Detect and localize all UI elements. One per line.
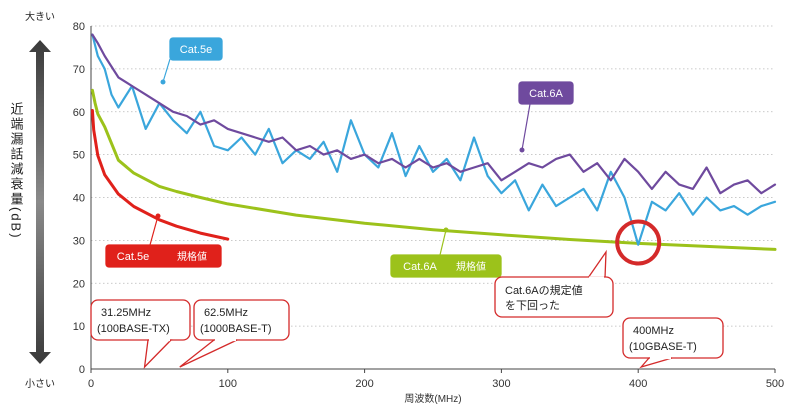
y-tick-label-60: 60 [73, 107, 85, 119]
y-arrow-bottom-label: 小さい [25, 378, 55, 390]
x-tick-label-100: 100 [219, 378, 237, 390]
y-tick-label-80: 80 [73, 21, 85, 33]
freq-callout-line1-0: 31.25MHz [101, 307, 151, 319]
freq-callout-box-1 [193, 299, 290, 341]
cat6a-measured-label-box [518, 81, 574, 105]
cat5e-limit-label-name: Cat.5e [117, 251, 149, 263]
violation-box [494, 276, 614, 318]
cat6a-limit-leader [439, 229, 447, 256]
y-tick-label-70: 70 [73, 64, 85, 76]
x-tick-label-0: 0 [88, 378, 94, 390]
cat6a-limit-label-box [390, 254, 502, 278]
series-line-0 [91, 33, 777, 246]
x-tick-label-200: 200 [355, 378, 373, 390]
y-direction-arrow [29, 40, 51, 364]
y-tick-label-40: 40 [73, 193, 85, 205]
x-tick-label-300: 300 [492, 378, 510, 390]
series-line-3 [90, 109, 230, 241]
cat5e-limit-label-box [105, 244, 222, 268]
cat6a-limit-leader-dot [443, 227, 449, 233]
freq-callout-line2-0: (100BASE-TX) [97, 323, 170, 335]
annotations: Cat.5e Cat.6A Cat.5e 規格値 Cat.6A 規格値 Cat.6Aの規定値… [90, 37, 724, 369]
cat5e-limit-leader-dot [155, 213, 161, 219]
freq-callout-line1-2: 400MHz [633, 325, 674, 337]
x-axis-title: 周波数(MHz) [404, 392, 461, 405]
y-tick-label-20: 20 [73, 278, 85, 290]
cat6a-measured-leader [521, 103, 531, 151]
cat5e-measured-leader-dot [160, 79, 166, 85]
cat6a-limit-label-suffix: 規格値 [456, 260, 486, 273]
y-tick-label-0: 0 [79, 364, 85, 376]
violation-circle [615, 219, 662, 266]
cat5e-measured-leader [162, 58, 171, 83]
violation-text-line2: を下回った [505, 299, 560, 312]
y-axis-title: 近端漏話減衰量(dB) [9, 102, 24, 240]
freq-callout-line2-1: (1000BASE-T) [200, 323, 272, 335]
violation-text-line1: Cat.6Aの規定値 [505, 283, 583, 297]
series-group [90, 33, 777, 251]
y-tick-label-10: 10 [73, 321, 85, 333]
cat5e-limit-leader [149, 215, 159, 246]
freq-callout-box-2 [622, 317, 724, 359]
cat5e-measured-label-box [169, 37, 223, 61]
cat6a-measured-label: Cat.6A [529, 88, 563, 100]
cat6a-measured-leader-dot [519, 147, 525, 153]
cat5e-measured-label: Cat.5e [180, 44, 212, 56]
y-arrow-top-label: 大きい [25, 10, 55, 23]
cat6a-limit-label-name: Cat.6A [403, 261, 437, 273]
freq-callout-box-0 [90, 299, 191, 341]
series-line-1 [91, 33, 777, 195]
freq-callout-line2-2: (10GBASE-T) [629, 341, 697, 353]
freq-callout-line1-1: 62.5MHz [204, 307, 248, 319]
axis-tick-labels: 0 10 20 30 40 50 60 70 80 0 100 200 300 400 500 周波数(MHz… [9, 10, 785, 405]
x-tick-label-500: 500 [766, 378, 784, 390]
cat5e-limit-label-suffix: 規格値 [177, 250, 207, 263]
y-tick-label-30: 30 [73, 235, 85, 247]
x-tick-label-400: 400 [629, 378, 647, 390]
series-line-2 [90, 88, 777, 251]
y-tick-label-50: 50 [73, 150, 85, 162]
